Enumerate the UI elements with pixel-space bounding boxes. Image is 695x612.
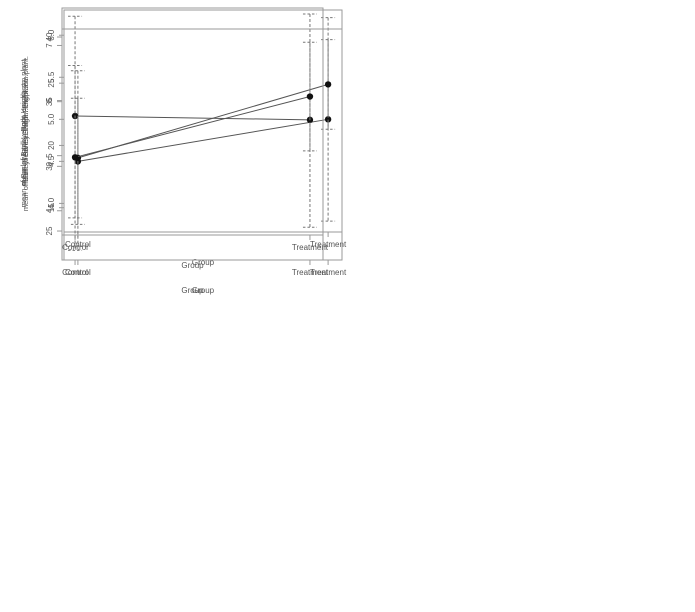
- y-tick-label: 40: [45, 32, 54, 41]
- x-axis-label: Group: [181, 261, 204, 270]
- mean-point-control: [71, 154, 79, 161]
- y-tick-label: 4.5: [47, 155, 56, 167]
- y-axis-label: mean of Barley.Shoot.Height..cm.plant.: [21, 56, 30, 186]
- mean-point-treatment: [324, 116, 332, 123]
- y-tick-label: 35: [45, 97, 54, 106]
- x-axis-label: Group: [192, 258, 215, 267]
- y-tick-label: 4.0: [47, 197, 56, 209]
- x-tick-label-control: Control: [65, 268, 91, 277]
- mean-point-treatment: [306, 93, 314, 100]
- means-line: [75, 115, 310, 121]
- panel-svg-3: 25 30 35 40 Control Treatment Group mean of Bar…: [19, 28, 329, 295]
- y-tick-label: 5: [45, 153, 54, 158]
- x-tick-label-treatment: Treatment: [310, 240, 347, 249]
- y-tick-label: 7: [45, 43, 54, 48]
- mean-plot-panel-total-length: 25 30 35 40 Control Treatment Group mean of Bar…: [0, 0, 347, 306]
- y-tick-label: 5.0: [47, 113, 56, 125]
- y-tick-label: 30: [45, 161, 54, 170]
- y-tick-label: 6.0: [47, 29, 56, 41]
- y-tick-label: 20: [47, 140, 56, 149]
- x-tick-label-treatment: Treatment: [310, 268, 347, 277]
- x-tick-label-control: Control: [62, 268, 88, 277]
- mean-point-treatment: [324, 81, 332, 88]
- x-tick-label-treatment: Treatment: [292, 268, 329, 277]
- plot-box: [61, 28, 324, 261]
- y-tick-label: 6: [45, 98, 54, 103]
- y-tick-label: 25: [45, 226, 54, 235]
- y-axis-label: mean of Barley..Root.Height..cm.plant.: [19, 57, 28, 185]
- x-tick-label-control: Control: [65, 240, 91, 249]
- y-tick-label: 4: [45, 208, 54, 213]
- x-tick-label-treatment: Treatment: [292, 243, 329, 252]
- x-axis-label: Group: [181, 286, 204, 295]
- y-axis-label: mean of Barley.leaves.Length..cm.plant.: [21, 78, 30, 211]
- y-axis-label: mean of Barley.total.Length..cm.plant.: [19, 82, 28, 208]
- means-line: [77, 118, 329, 162]
- y-tick-label: 25: [47, 78, 56, 87]
- y-tick-label: 5.5: [47, 71, 56, 83]
- y-tick-label: 15: [47, 203, 56, 212]
- means-line: [74, 96, 311, 158]
- x-axis-label: Group: [192, 286, 215, 295]
